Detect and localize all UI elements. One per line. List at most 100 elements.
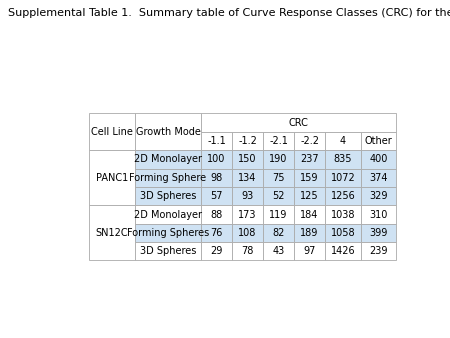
Text: 173: 173 (238, 210, 257, 219)
Bar (325, 224, 361, 242)
Bar (325, 242, 361, 261)
Text: 2D Monolayer: 2D Monolayer (134, 210, 202, 219)
Bar (135, 206, 201, 224)
Bar (263, 150, 294, 169)
Bar (135, 150, 201, 169)
Text: 108: 108 (238, 228, 257, 238)
Bar (232, 150, 263, 169)
Bar (232, 224, 263, 242)
Bar (361, 187, 396, 206)
Bar (232, 242, 263, 261)
Text: 1072: 1072 (331, 173, 356, 183)
Bar (294, 132, 325, 150)
Bar (361, 150, 396, 169)
Text: Growth Mode: Growth Mode (135, 127, 201, 137)
Bar (361, 206, 396, 224)
Bar (232, 132, 263, 150)
Bar (135, 242, 201, 261)
Text: 4: 4 (340, 136, 346, 146)
Bar (201, 187, 232, 206)
Bar (263, 224, 294, 242)
Text: 3D Spheres: 3D Spheres (140, 246, 196, 256)
Bar (232, 169, 263, 187)
Bar (135, 114, 201, 150)
Text: 399: 399 (369, 228, 388, 238)
Text: 29: 29 (211, 246, 223, 256)
Bar (232, 206, 263, 224)
Text: 1058: 1058 (331, 228, 355, 238)
Text: 189: 189 (301, 228, 319, 238)
Bar (325, 132, 361, 150)
Bar (294, 150, 325, 169)
Bar (201, 224, 232, 242)
Text: 150: 150 (238, 154, 257, 164)
Text: SN12C: SN12C (96, 228, 129, 238)
Bar (361, 242, 396, 261)
Text: Forming Sphere: Forming Sphere (130, 173, 207, 183)
Bar (90, 206, 135, 261)
Bar (90, 150, 135, 206)
Bar (201, 169, 232, 187)
Bar (263, 206, 294, 224)
Text: 97: 97 (303, 246, 316, 256)
Text: 835: 835 (334, 154, 352, 164)
Bar (90, 114, 135, 150)
Text: 88: 88 (211, 210, 223, 219)
Text: 3D Spheres: 3D Spheres (140, 191, 196, 201)
Text: 1256: 1256 (331, 191, 356, 201)
Bar (201, 242, 232, 261)
Text: Supplemental Table 1.  Summary table of Curve Response Classes (CRC) for the MIP: Supplemental Table 1. Summary table of C… (8, 8, 450, 19)
Text: 310: 310 (369, 210, 388, 219)
Text: 76: 76 (211, 228, 223, 238)
Text: 52: 52 (272, 191, 285, 201)
Text: 57: 57 (210, 191, 223, 201)
Text: 159: 159 (301, 173, 319, 183)
Text: 1038: 1038 (331, 210, 355, 219)
Text: 237: 237 (300, 154, 319, 164)
Bar (263, 187, 294, 206)
Text: 125: 125 (300, 191, 319, 201)
Text: 78: 78 (242, 246, 254, 256)
Text: CRC: CRC (289, 118, 309, 128)
Text: 75: 75 (272, 173, 285, 183)
Bar (201, 132, 232, 150)
Bar (294, 242, 325, 261)
Bar (294, 206, 325, 224)
Text: 1426: 1426 (331, 246, 355, 256)
Text: 134: 134 (238, 173, 257, 183)
Bar (263, 242, 294, 261)
Bar (263, 169, 294, 187)
Text: 93: 93 (242, 191, 254, 201)
Text: 82: 82 (272, 228, 285, 238)
Bar (135, 187, 201, 206)
Text: 190: 190 (270, 154, 288, 164)
Text: 239: 239 (369, 246, 388, 256)
Bar (294, 169, 325, 187)
Text: 43: 43 (273, 246, 285, 256)
Text: 100: 100 (207, 154, 226, 164)
Text: Forming Spheres: Forming Spheres (127, 228, 209, 238)
Text: -2.2: -2.2 (300, 136, 319, 146)
Text: Other: Other (364, 136, 392, 146)
Bar (135, 224, 201, 242)
Text: 184: 184 (301, 210, 319, 219)
Text: 119: 119 (270, 210, 288, 219)
Text: 2D Monolayer: 2D Monolayer (134, 154, 202, 164)
Bar (201, 150, 232, 169)
Bar (325, 150, 361, 169)
Text: 98: 98 (211, 173, 223, 183)
Bar (263, 132, 294, 150)
Text: 329: 329 (369, 191, 388, 201)
Bar (201, 114, 396, 132)
Bar (294, 224, 325, 242)
Bar (325, 169, 361, 187)
Text: 374: 374 (369, 173, 388, 183)
Bar (361, 169, 396, 187)
Text: -1.2: -1.2 (238, 136, 257, 146)
Bar (201, 206, 232, 224)
Bar (325, 187, 361, 206)
Text: -1.1: -1.1 (207, 136, 226, 146)
Bar (232, 187, 263, 206)
Bar (361, 132, 396, 150)
Bar (325, 206, 361, 224)
